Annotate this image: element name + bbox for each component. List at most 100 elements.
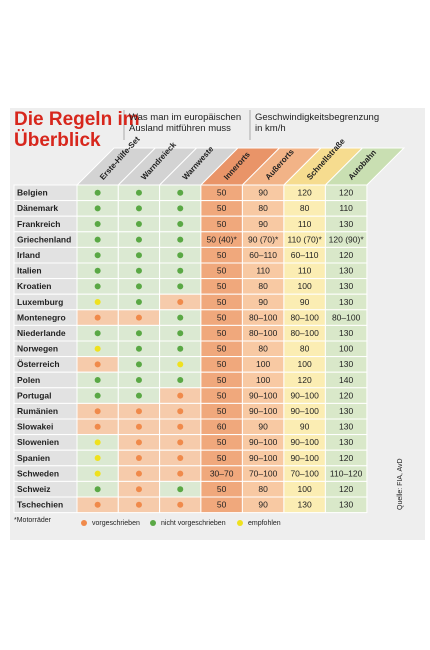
country: Österreich <box>17 359 60 369</box>
speed-value: 50 <box>217 297 227 307</box>
speed-value: 90 <box>258 500 268 510</box>
status-dot <box>177 345 184 352</box>
legend-label: nicht vorgeschrieben <box>161 520 226 527</box>
status-dot <box>177 189 184 196</box>
status-dot <box>135 221 142 227</box>
speed-value: 110 <box>298 266 312 276</box>
status-dot <box>177 377 184 383</box>
speed-value: 50 <box>217 453 227 463</box>
speed-value: 130 <box>339 297 353 307</box>
status-dot <box>177 501 184 508</box>
speed-value: 110 <box>298 219 312 229</box>
country: Irland <box>17 250 40 260</box>
status-dot <box>94 189 101 196</box>
speed-value: 120 <box>339 390 353 400</box>
status-dot <box>135 252 142 259</box>
speed-value: 120 <box>339 453 353 463</box>
speed-value: 100 <box>256 375 270 385</box>
speed-value: 100 <box>256 359 270 369</box>
speed-value: 120 <box>298 188 312 198</box>
status-dot <box>177 470 184 477</box>
status-dot <box>177 455 184 461</box>
speed-value: 110–120 <box>330 468 363 478</box>
status-dot <box>94 408 101 415</box>
country: Slowenien <box>17 437 59 447</box>
status-dot <box>177 252 184 259</box>
country: Niederlande <box>17 328 66 338</box>
status-dot <box>135 392 142 399</box>
status-dot <box>94 236 101 243</box>
country: Belgien <box>17 188 48 198</box>
status-dot <box>94 361 101 368</box>
status-dot <box>177 236 184 243</box>
speed-value: 60–110 <box>249 250 277 260</box>
footnote: *Motorräder <box>14 517 52 524</box>
speed-value: 100 <box>298 484 312 494</box>
speed-value: 90 (70)* <box>248 234 279 244</box>
source: Quelle: FIA, AvD <box>397 458 404 510</box>
country: Kroatien <box>17 281 51 291</box>
speed-value: 60 <box>217 422 227 432</box>
country: Montenegro <box>17 312 66 322</box>
speed-value: 30–70 <box>210 468 234 478</box>
speed-value: 130 <box>339 266 353 276</box>
speed-value: 140 <box>339 375 353 385</box>
country: Dänemark <box>17 203 58 213</box>
status-dot <box>135 361 142 368</box>
speed-value: 120 <box>298 375 312 385</box>
speed-value: 100 <box>298 281 312 291</box>
country: Tschechien <box>17 500 63 510</box>
speed-value: 130 <box>339 422 353 432</box>
speed-value: 50 <box>217 437 227 447</box>
status-dot <box>135 408 142 415</box>
status-dot <box>94 299 101 305</box>
speed-value: 130 <box>339 437 353 447</box>
speed-value: 50 <box>217 500 227 510</box>
status-dot <box>135 299 142 305</box>
speed-value: 110 (70)* <box>287 234 322 244</box>
speed-value: 80–100 <box>249 312 278 322</box>
speed-value: 90–100 <box>290 437 319 447</box>
speed-value: 80 <box>258 484 268 494</box>
status-dot <box>177 267 184 274</box>
status-dot <box>177 361 184 368</box>
speed-value: 110 <box>256 266 270 276</box>
speed-value: 120 (90)* <box>329 234 365 244</box>
speed-value: 90 <box>300 297 310 307</box>
speed-value: 70–100 <box>290 468 319 478</box>
speed-value: 130 <box>298 500 312 510</box>
status-dot <box>94 345 101 352</box>
speed-value: 90–100 <box>290 390 319 400</box>
status-dot <box>135 330 142 337</box>
legend-label: vorgeschrieben <box>92 520 140 527</box>
speed-value: 80–100 <box>249 328 278 338</box>
equipment-heading: Was man im europäischen Ausland mitführen… <box>129 112 241 134</box>
status-dot <box>135 205 142 212</box>
speed-value: 90 <box>258 297 268 307</box>
status-dot <box>135 314 142 321</box>
status-dot <box>94 221 101 227</box>
status-dot <box>135 189 142 196</box>
country: Schweden <box>17 468 59 478</box>
speed-value: 90–100 <box>249 437 278 447</box>
country: Portugal <box>17 390 51 400</box>
speed-value: 50 <box>217 281 227 291</box>
country: Polen <box>17 375 40 385</box>
status-dot <box>177 392 184 399</box>
status-dot <box>177 221 184 227</box>
speed-value: 90 <box>300 422 310 432</box>
speed-value: 50 <box>217 328 227 338</box>
speed-value: 90 <box>258 188 268 198</box>
speed-value: 50 <box>217 266 227 276</box>
status-dot <box>94 252 101 259</box>
status-dot <box>177 330 184 337</box>
status-dot <box>135 377 142 383</box>
status-dot <box>135 423 142 430</box>
country: Norwegen <box>17 344 58 354</box>
status-dot <box>94 470 101 477</box>
speed-value: 50 <box>217 250 227 260</box>
title: Die Regeln im Überblick <box>14 109 140 151</box>
status-dot <box>94 283 101 290</box>
legend-label: empfohlen <box>248 520 281 527</box>
